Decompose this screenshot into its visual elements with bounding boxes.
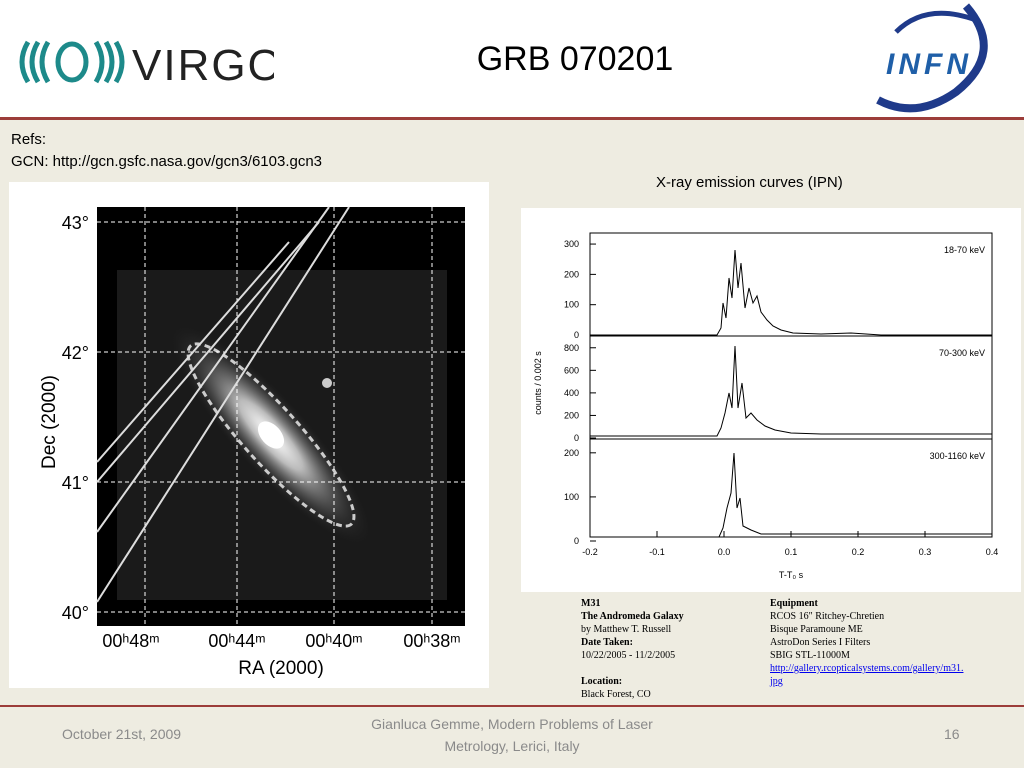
band-label: 300-1160 keV [930,451,985,461]
xray-plot: 18-70 keV 300 200 100 0 70-300 keV 800 600 400 20… [521,208,1021,592]
x-tick-label: 0.4 [986,547,999,557]
x-tick-label: 0.3 [919,547,932,557]
credit-line: The Andromeda Galaxy [581,611,684,622]
credit-line: Black Forest, CO [581,689,651,700]
x-tick-label: 00ʰ38ᵐ [403,631,460,651]
y-tick-label: 0 [574,433,579,443]
credit-line: Bisque Paramoune ME [770,624,863,635]
credit-line: Date Taken: [581,637,633,648]
y-axis-label: counts / 0.002 s [533,351,543,415]
credit-line: AstroDon Series I Filters [770,637,871,648]
virgo-logo: VIRGO [19,40,274,88]
x-axis-label: RA (2000) [238,658,324,679]
footer-page: 16 [944,726,960,742]
credit-line: Location: [581,676,623,687]
y-tick-label: 800 [564,343,579,353]
y-axis-label: Dec (2000) [39,375,60,469]
credits-left: M31 The Andromeda Galaxy by Matthew T. Rus… [581,597,684,701]
footer-center: Gianluca Gemme, Modern Problems of Laser… [371,716,653,754]
sky-map: 43° 42° 41° 40° 00ʰ48ᵐ 00ʰ44ᵐ 00ʰ40ᵐ 00ʰ38ᵐ Dec … [9,182,489,688]
x-tick-label: -0.2 [582,547,598,557]
x-tick-label: 00ʰ48ᵐ [102,631,159,651]
y-tick-label: 0 [574,536,579,546]
y-tick-label: 400 [564,388,579,398]
refs-link: GCN: http://gcn.gsfc.nasa.gov/gcn3/6103.… [11,153,323,170]
y-tick-label: 40° [62,603,89,623]
band-label: 70-300 keV [939,348,985,358]
x-tick-label: 00ʰ40ᵐ [305,631,362,651]
credit-line: 10/22/2005 - 11/2/2005 [581,650,676,661]
y-tick-label: 43° [62,213,89,233]
y-tick-label: 200 [564,448,579,458]
infn-text: INFN [886,48,972,81]
y-tick-label: 42° [62,343,89,363]
x-tick-label: -0.1 [649,547,665,557]
y-tick-label: 300 [564,239,579,249]
x-tick-label: 00ʰ44ᵐ [208,631,265,651]
credit-line: M31 [581,598,601,609]
credit-line: by Matthew T. Russell [581,624,672,635]
x-tick-label: 0.0 [718,547,731,557]
credits-right: Equipment RCOS 16" Ritchey-Chretien Bisque… [770,597,965,688]
credit-line: Equipment [770,598,818,609]
xray-caption: X-ray emission curves (IPN) [656,174,843,191]
credit-line[interactable]: http://gallery.rcopticalsystems.com/gall… [770,663,964,687]
y-tick-label: 200 [564,410,579,420]
credit-line: SBIG STL-11000M [770,650,850,661]
y-tick-label: 100 [564,492,579,502]
header [0,0,1024,120]
y-tick-label: 200 [564,269,579,279]
refs-label: Refs: [11,131,47,148]
footer-rule [0,705,1024,707]
credit-line: RCOS 16" Ritchey-Chretien [770,611,885,622]
y-tick-label: 0 [574,330,579,340]
y-tick-label: 41° [62,473,89,493]
virgo-text: VIRGO [132,41,274,88]
refs: Refs: GCN: http://gcn.gsfc.nasa.gov/gcn3… [11,129,322,173]
footer-date: October 21st, 2009 [62,726,182,742]
y-tick-label: 100 [564,300,579,310]
band-label: 18-70 keV [944,245,985,255]
x-tick-label: 0.1 [785,547,798,557]
infn-logo: INFN [876,3,988,113]
slide-title: GRB 070201 [476,40,674,78]
x-tick-label: 0.2 [852,547,865,557]
y-tick-label: 600 [564,365,579,375]
x-axis-label: T-T₀ s [779,570,804,580]
